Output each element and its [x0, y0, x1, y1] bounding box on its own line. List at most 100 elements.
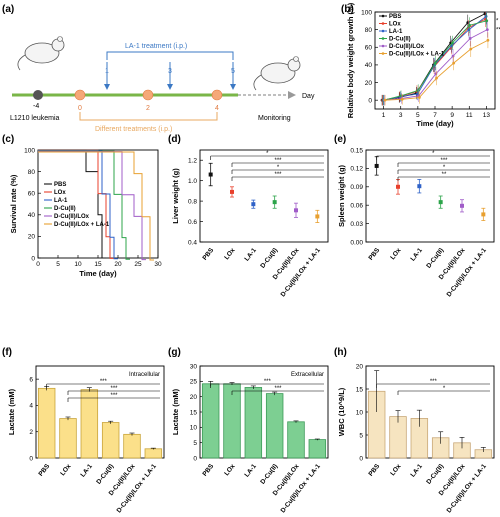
category-label: LA-1 [243, 247, 258, 263]
y-tick-label: 0.12 [350, 166, 363, 173]
category-label: D-Cu(II)/LOx + LA-1 [116, 463, 159, 515]
panel-label-d: (d) [168, 134, 181, 145]
la1-day-label: 1 [105, 68, 109, 75]
category-label: PBS [37, 462, 51, 477]
plot-frame-f [35, 365, 165, 459]
bar [244, 387, 263, 459]
y-tick-label: 5 [193, 440, 197, 447]
data-point [208, 172, 213, 177]
legend-label: LA-1 [54, 198, 68, 204]
y-tick-label: 100 [361, 9, 372, 16]
x-tick-label: 30 [154, 261, 162, 268]
y-axis-label: Relative body weight growth (%) [346, 2, 355, 118]
y-tick-label: 4 [29, 403, 33, 410]
panel-label-g: (g) [168, 347, 181, 358]
significance-label: *** [110, 393, 118, 399]
treatment-dots: 0 2 4 [74, 89, 223, 112]
la1-day-label: 3 [168, 68, 172, 75]
y-tick-label: 0.6 [188, 219, 197, 226]
survival-curve [38, 150, 130, 260]
y-tick-label: 80 [365, 27, 373, 34]
significance-label: *** [440, 158, 448, 164]
data-point [396, 184, 400, 189]
category-label: D-Cu(II)/LOx + LA-1 [446, 463, 489, 515]
timeline-arrowhead [288, 91, 296, 99]
significance-label: * [277, 165, 280, 171]
y-tick-label: 0.15 [350, 147, 363, 154]
y-tick-label: 80 [28, 169, 36, 176]
category-label: D-Cu(II) [425, 463, 445, 486]
plot-frame-e [365, 149, 495, 243]
x-tick-label: 9 [450, 112, 454, 119]
category-label: D-Cu(II) [259, 463, 279, 486]
la1-arrowhead [167, 84, 173, 90]
la1-day-label: 5 [231, 68, 235, 75]
legend-label: D-Cu(II)/LOx + LA-1 [54, 222, 110, 228]
survival-curve [38, 149, 106, 259]
category-label: PBS [367, 462, 381, 477]
significance-label: * [443, 386, 446, 392]
y-tick-label: 20 [356, 363, 364, 370]
bar [201, 383, 220, 459]
category-label: LOx [223, 247, 237, 262]
y-tick-label: 60 [365, 45, 373, 52]
x-tick-label: 0 [36, 261, 40, 268]
category-label: LA-1 [409, 247, 424, 263]
x-tick-label: 1 [382, 112, 386, 119]
category-label: D-Cu(II) [95, 463, 115, 486]
bar [265, 393, 284, 459]
data-point [294, 208, 298, 213]
bar [59, 418, 77, 459]
x-tick-label: 10 [74, 261, 82, 268]
y-axis-label: Survival rate (%) [9, 174, 18, 233]
treatment-dot [74, 89, 86, 101]
legend-label: D-Cu(II) [54, 206, 76, 212]
category-label: D-Cu(II)/LOx + LA-1 [446, 247, 489, 299]
significance-label: * [443, 165, 446, 171]
y-tick-label: 0.06 [350, 203, 363, 210]
survival-curve [38, 149, 114, 259]
la1-arrowhead [230, 84, 236, 90]
bar [101, 422, 120, 459]
y-tick-label: 15 [190, 409, 198, 416]
category-label: LOx [223, 463, 237, 478]
treatment-day-label: 4 [215, 105, 219, 112]
diff-treatment-label: Different treatments (i.p.) [95, 126, 172, 133]
y-axis-label: Lactate (mM) [7, 388, 16, 435]
category-label: D-Cu(II) [425, 247, 445, 270]
legend-marker [381, 22, 385, 25]
x-axis-label: Time (day) [79, 269, 117, 278]
data-point [438, 200, 443, 205]
treatment-dot [142, 89, 154, 101]
legend-label: D-Cu(II)/LOx [54, 214, 90, 220]
category-label: LA-1 [79, 463, 94, 479]
significance-label: *** [100, 379, 108, 385]
monitoring-label: Monitoring [258, 115, 291, 122]
chart-e: 0.00 0.03 0.06 0.09 0.12 0.15 Spleen weight (g… [337, 147, 495, 299]
legend-label: LOx [389, 22, 401, 28]
legend-marker [381, 29, 385, 33]
x-tick-label: 3 [399, 112, 403, 119]
panel-label-a: (a) [2, 4, 14, 15]
day-minus4-dot [33, 90, 43, 100]
legend-marker [381, 52, 385, 55]
y-tick-label: 0.09 [350, 184, 363, 191]
y-tick-label: 2 [29, 429, 33, 436]
y-tick-label: 100 [24, 147, 35, 154]
bar [37, 387, 56, 459]
y-axis-label: Liver weight (g) [171, 168, 180, 224]
la1-treatment-label: LA-1 treatment (i.p.) [125, 43, 187, 50]
x-tick-label: 20 [114, 261, 122, 268]
panel-label-h: (h) [334, 347, 347, 358]
category-label: D-Cu(II)/LOx + LA-1 [280, 247, 323, 299]
panel-label-e: (e) [334, 134, 346, 145]
x-tick-label: 13 [483, 112, 491, 119]
y-tick-label: 25 [190, 379, 198, 386]
x-tick-label: 5 [416, 112, 420, 119]
data-point [460, 203, 464, 208]
legend-marker [381, 14, 385, 18]
legend-label: PBS [54, 182, 66, 188]
panel-label-f: (f) [2, 347, 12, 358]
series-line [383, 20, 487, 101]
